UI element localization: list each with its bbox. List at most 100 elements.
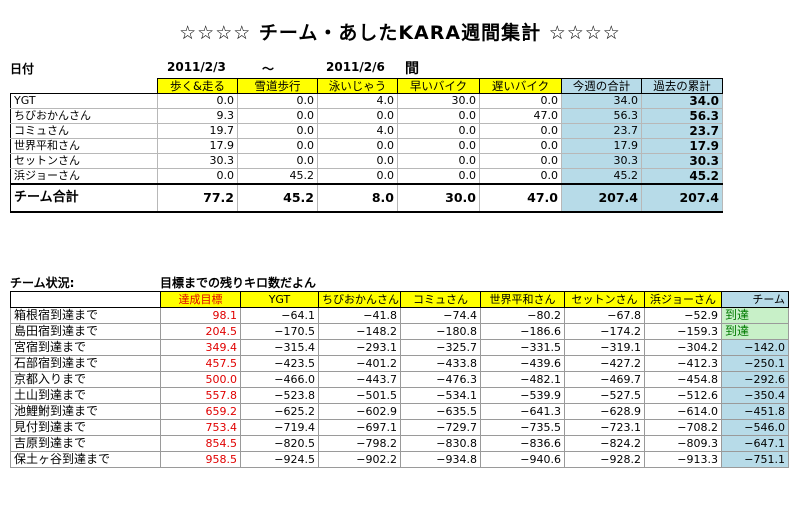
distance-cell: 56.3 — [561, 108, 642, 124]
weekly-row: ちびおかんさん 9.3 0.0 0.0 0.0 47.0 56.3 56.3 — [10, 108, 723, 124]
remaining-header-cell: 達成目標 — [160, 291, 241, 308]
milestone-row: 箱根宿到達まで 98.1 −64.1 −41.8 −74.4 −80.2 −67.8 −52.… — [10, 307, 789, 324]
remaining-cell: −443.7 — [318, 371, 401, 388]
milestone-row: 島田宿到達まで 204.5 −170.5 −148.2 −180.8 −186.6 −174… — [10, 323, 789, 340]
remaining-header-cell: コミュさん — [400, 291, 481, 308]
weekly-row: セットンさん 30.3 0.0 0.0 0.0 0.0 30.3 30.3 — [10, 153, 723, 169]
weekly-header-cell: 過去の累計 — [641, 78, 723, 94]
milestone-name: 吉原到達まで — [10, 435, 161, 452]
distance-cell: 19.7 — [157, 123, 238, 139]
milestone-row: 保土ヶ谷到達まで 958.5 −924.5 −902.2 −934.8 −940.6 −92… — [10, 451, 789, 468]
distance-cell: 23.7 — [641, 123, 723, 139]
page-title: ☆☆☆☆ チーム・あしたKARA週間集計 ☆☆☆☆ — [179, 22, 621, 44]
remaining-cell: −293.1 — [318, 339, 401, 356]
target-distance: 204.5 — [160, 323, 241, 340]
team-total-cell: 47.0 — [479, 183, 562, 213]
milestone-row: 吉原到達まで 854.5 −820.5 −798.2 −830.8 −836.6 −824.… — [10, 435, 789, 452]
team-remaining-cell: −451.8 — [721, 403, 789, 420]
remaining-cell: −723.1 — [564, 419, 645, 436]
remaining-cell: −928.2 — [564, 451, 645, 468]
remaining-cell: −614.0 — [644, 403, 722, 420]
distance-cell: 0.0 — [237, 153, 318, 169]
team-remaining-cell: −751.1 — [721, 451, 789, 468]
target-distance: 659.2 — [160, 403, 241, 420]
remaining-cell: −80.2 — [480, 307, 565, 324]
remaining-cell: −315.4 — [240, 339, 319, 356]
remaining-cell: −534.1 — [400, 387, 481, 404]
distance-cell: 0.0 — [479, 153, 562, 169]
distance-cell: 4.0 — [317, 123, 398, 139]
distance-cell: 4.0 — [317, 93, 398, 109]
remaining-cell: −512.6 — [644, 387, 722, 404]
remaining-cell: −902.2 — [318, 451, 401, 468]
remaining-cell: −433.8 — [400, 355, 481, 372]
remaining-cell: −482.1 — [480, 371, 565, 388]
distance-cell: 0.0 — [237, 138, 318, 154]
remaining-cell: −412.3 — [644, 355, 722, 372]
member-name: 世界平和さん — [10, 138, 158, 154]
remaining-cell: −427.2 — [564, 355, 645, 372]
milestone-row: 見付到達まで 753.4 −719.4 −697.1 −729.7 −735.5 −723.… — [10, 419, 789, 436]
distance-cell: 0.0 — [397, 153, 480, 169]
distance-cell: 0.0 — [397, 108, 480, 124]
date-from: 2011/2/3 — [167, 60, 226, 74]
remaining-cell: −523.8 — [240, 387, 319, 404]
milestone-row: 土山到達まで 557.8 −523.8 −501.5 −534.1 −539.9 −527.… — [10, 387, 789, 404]
weekly-header-cell: 泳いじゃう — [317, 78, 398, 94]
remaining-header-cell: セットンさん — [564, 291, 645, 308]
member-name: ちびおかんさん — [10, 108, 158, 124]
milestone-row: 石部宿到達まで 457.5 −423.5 −401.2 −433.8 −439.6 −427… — [10, 355, 789, 372]
remaining-cell: −628.9 — [564, 403, 645, 420]
team-remaining-cell: −647.1 — [721, 435, 789, 452]
weekly-header-cell: 歩く&走る — [157, 78, 238, 94]
team-status-label: チーム状況: — [10, 276, 75, 290]
remaining-cell: −602.9 — [318, 403, 401, 420]
remaining-cell: −836.6 — [480, 435, 565, 452]
remaining-header-cell: チーム — [721, 291, 789, 308]
weekly-row: 浜ジョーさん 0.0 45.2 0.0 0.0 0.0 45.2 45.2 — [10, 168, 723, 185]
target-distance: 457.5 — [160, 355, 241, 372]
remaining-cell: −476.3 — [400, 371, 481, 388]
remaining-cell: −423.5 — [240, 355, 319, 372]
remaining-cell: −527.5 — [564, 387, 645, 404]
remaining-cell: −539.9 — [480, 387, 565, 404]
remaining-header-cell: 世界平和さん — [480, 291, 565, 308]
remaining-cell: −940.6 — [480, 451, 565, 468]
member-name: セットンさん — [10, 153, 158, 169]
team-total-label: チーム合計 — [10, 183, 158, 213]
distance-cell: 0.0 — [317, 108, 398, 124]
remaining-cell: −641.3 — [480, 403, 565, 420]
milestone-name: 石部宿到達まで — [10, 355, 161, 372]
distance-cell: 30.0 — [397, 93, 480, 109]
remaining-cell: −439.6 — [480, 355, 565, 372]
team-total-cell: 30.0 — [397, 183, 480, 213]
distance-cell: 0.0 — [397, 138, 480, 154]
distance-cell: 0.0 — [479, 168, 562, 185]
milestone-name: 箱根宿到達まで — [10, 307, 161, 324]
remaining-cell: −74.4 — [400, 307, 481, 324]
remaining-cell: −719.4 — [240, 419, 319, 436]
weekly-row: YGT 0.0 0.0 4.0 30.0 0.0 34.0 34.0 — [10, 93, 723, 109]
remaining-cell: −325.7 — [400, 339, 481, 356]
milestone-row: 池鯉鮒到達まで 659.2 −625.2 −602.9 −635.5 −641.3 −628… — [10, 403, 789, 420]
remaining-cell: −331.5 — [480, 339, 565, 356]
distance-cell: 30.3 — [157, 153, 238, 169]
remaining-header-row: 達成目標 YGT ちびおかんさん コミュさん 世界平和さん セットンさん 浜ジョーさん チーム — [10, 291, 789, 308]
remaining-cell: −319.1 — [564, 339, 645, 356]
distance-cell: 0.0 — [317, 168, 398, 185]
team-total-cell: 207.4 — [641, 183, 723, 213]
target-distance: 557.8 — [160, 387, 241, 404]
milestone-name: 宮宿到達まで — [10, 339, 161, 356]
milestone-name: 池鯉鮒到達まで — [10, 403, 161, 420]
weekly-summary-table: 歩く&走る 雪道歩行 泳いじゃう 早いバイク 遅いバイク 今週の合計 過去の累計 YGT 0.0… — [10, 78, 723, 213]
remaining-cell: −809.3 — [644, 435, 722, 452]
weekly-header-cell: 早いバイク — [397, 78, 480, 94]
member-name: コミュさん — [10, 123, 158, 139]
member-name: YGT — [10, 93, 158, 109]
distance-cell: 30.3 — [561, 153, 642, 169]
distance-cell: 0.0 — [317, 153, 398, 169]
distance-cell: 34.0 — [561, 93, 642, 109]
remaining-cell: −735.5 — [480, 419, 565, 436]
distance-cell: 45.2 — [237, 168, 318, 185]
distance-cell: 0.0 — [479, 93, 562, 109]
